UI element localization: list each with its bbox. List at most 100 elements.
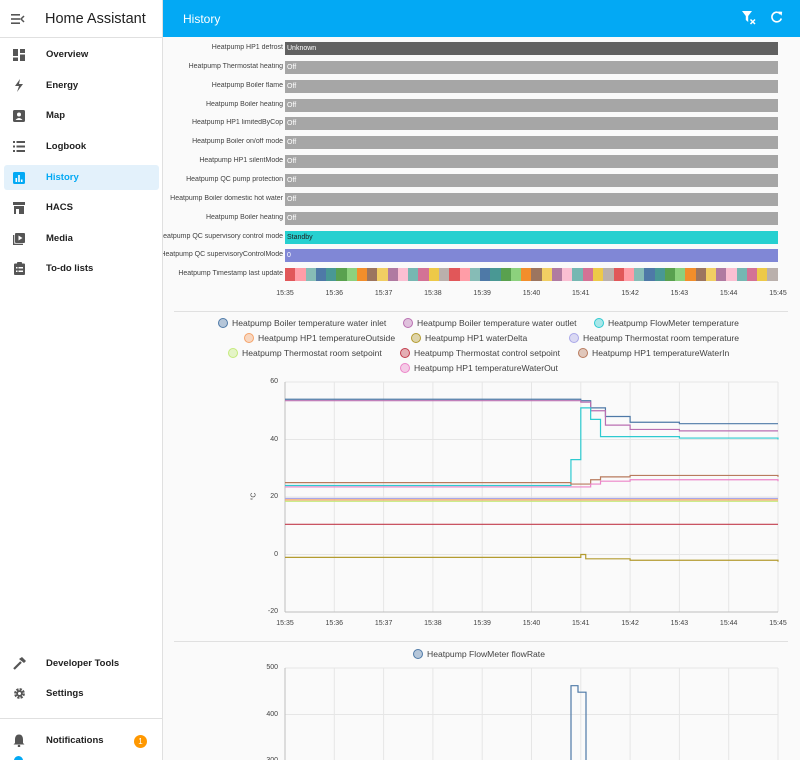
- timeline-state-bar[interactable]: Off: [285, 211, 778, 225]
- legend-label: Heatpump HP1 waterDelta: [425, 333, 528, 343]
- timeline-state-segment[interactable]: [346, 268, 357, 282]
- timeline-state-segment[interactable]: [541, 268, 552, 282]
- timeline-state-segment[interactable]: [305, 268, 316, 282]
- timeline-state-bar[interactable]: Off: [285, 136, 778, 150]
- timeline-state-segment[interactable]: [500, 268, 511, 282]
- legend-item[interactable]: Heatpump Thermostat room setpoint: [228, 348, 382, 358]
- timeline-state-bar[interactable]: Off: [285, 173, 778, 187]
- timeline-state-segment[interactable]: [490, 268, 501, 282]
- timeline-state-bar[interactable]: Off: [285, 98, 778, 112]
- sidebar-item-media[interactable]: Media: [4, 226, 159, 251]
- timeline-state-segment[interactable]: [716, 268, 727, 282]
- timeline-state-segment[interactable]: [356, 268, 368, 282]
- timeline-state-segment[interactable]: [695, 268, 706, 282]
- timeline-state-segment[interactable]: [757, 268, 768, 282]
- legend-item[interactable]: Heatpump Thermostat room temperature: [569, 333, 739, 343]
- sidebar-item-settings[interactable]: Settings: [4, 681, 159, 706]
- user-avatar[interactable]: [14, 756, 23, 760]
- timeline-state-segment[interactable]: [582, 268, 593, 282]
- timeline-row-label: Heatpump QC supervisoryControlMode: [163, 251, 283, 258]
- timeline-state-segment[interactable]: [326, 268, 337, 282]
- timeline-state-segment[interactable]: [623, 268, 635, 282]
- timeline-state-bar[interactable]: Off: [285, 192, 778, 206]
- timeline-state-bar[interactable]: Off: [285, 79, 778, 93]
- timeline-state-segment[interactable]: [428, 268, 439, 282]
- timeline-state-segment[interactable]: [675, 268, 686, 282]
- sidebar-item-energy[interactable]: Energy: [4, 73, 159, 98]
- plot-area: [285, 382, 778, 612]
- timeline-state-segment[interactable]: [562, 268, 573, 282]
- timeline-state-segment[interactable]: [592, 268, 604, 282]
- timeline-state-segment[interactable]: [685, 268, 696, 282]
- timeline-state-segment[interactable]: [449, 268, 460, 282]
- timeline-state-segment[interactable]: [603, 268, 614, 282]
- timeline-state-segment[interactable]: [613, 268, 624, 282]
- legend-item[interactable]: Heatpump Boiler temperature water inlet: [218, 318, 386, 328]
- timeline-state-segment[interactable]: [664, 268, 676, 282]
- timeline-state-segment[interactable]: [767, 268, 778, 282]
- sidebar-item-todo[interactable]: To-do lists: [4, 256, 159, 281]
- timeline-state-segment[interactable]: [397, 268, 409, 282]
- timeline-state-segment[interactable]: [726, 268, 737, 282]
- timeline-state-segment[interactable]: [367, 268, 378, 282]
- timeline-state-bar[interactable]: Off: [285, 155, 778, 169]
- sidebar-item-logbook[interactable]: Logbook: [4, 134, 159, 159]
- timeline-state-bar[interactable]: [285, 268, 778, 282]
- timeline-state-segment[interactable]: [387, 268, 398, 282]
- series-line[interactable]: [285, 407, 779, 487]
- menu-toggle-button[interactable]: [0, 13, 36, 25]
- legend-item[interactable]: Heatpump Thermostat control setpoint: [400, 348, 560, 358]
- legend-item[interactable]: Heatpump FlowMeter temperature: [594, 318, 739, 328]
- timeline-state-segment[interactable]: [377, 268, 388, 282]
- sidebar-item-notifications[interactable]: Notifications: [4, 728, 159, 753]
- legend-item[interactable]: Heatpump Boiler temperature water outlet: [403, 318, 577, 328]
- legend-item[interactable]: Heatpump HP1 temperatureWaterIn: [578, 348, 729, 358]
- refresh-button[interactable]: [770, 11, 783, 29]
- timeline-state-bar[interactable]: 0: [285, 249, 778, 263]
- sidebar-item-overview[interactable]: Overview: [4, 42, 159, 67]
- bell-icon: [13, 734, 25, 747]
- legend-item[interactable]: Heatpump FlowMeter flowRate: [413, 649, 545, 659]
- x-tick-label: 15:42: [621, 620, 639, 627]
- timeline-state-segment[interactable]: [644, 268, 655, 282]
- timeline-state-segment[interactable]: [572, 268, 583, 282]
- timeline-state-bar[interactable]: Off: [285, 60, 778, 74]
- timeline-state-segment[interactable]: [634, 268, 645, 282]
- series-line[interactable]: [285, 479, 779, 488]
- timeline-state-segment[interactable]: [285, 268, 296, 282]
- timeline-state-bar[interactable]: Standby: [285, 230, 778, 244]
- sidebar-item-hacs[interactable]: HACS: [4, 195, 159, 220]
- timeline-state-segment[interactable]: [418, 268, 429, 282]
- timeline-state-segment[interactable]: [521, 268, 532, 282]
- series-line[interactable]: [570, 685, 587, 760]
- timeline-state-segment[interactable]: [315, 268, 327, 282]
- series-line[interactable]: [285, 398, 778, 425]
- sidebar-item-developer-tools[interactable]: Developer Tools: [4, 651, 159, 676]
- sidebar-item-history[interactable]: History: [4, 165, 159, 190]
- legend-item[interactable]: Heatpump HP1 waterDelta: [411, 333, 527, 343]
- clear-filter-button[interactable]: [742, 11, 756, 30]
- series-line[interactable]: [285, 474, 779, 485]
- timeline-state-segment[interactable]: [746, 268, 758, 282]
- timeline-state-segment[interactable]: [654, 268, 665, 282]
- sidebar-item-map[interactable]: Map: [4, 103, 159, 128]
- timeline-state-segment[interactable]: [531, 268, 542, 282]
- timeline-state-segment[interactable]: [336, 268, 347, 282]
- timeline-state-segment[interactable]: [480, 268, 491, 282]
- timeline-state-segment[interactable]: [438, 268, 450, 282]
- timeline-state-segment[interactable]: [551, 268, 563, 282]
- timeline-state-segment[interactable]: [459, 268, 470, 282]
- legend-item[interactable]: Heatpump HP1 temperatureWaterOut: [400, 363, 558, 373]
- sidebar-item-label: To-do lists: [46, 263, 94, 274]
- timeline-state-segment[interactable]: [469, 268, 481, 282]
- timeline-state-bar[interactable]: Unknown: [285, 42, 778, 55]
- timeline-state-bar[interactable]: Off: [285, 117, 778, 131]
- timeline-state-segment[interactable]: [295, 268, 306, 282]
- timeline-state-segment[interactable]: [510, 268, 522, 282]
- timeline-state-segment[interactable]: [736, 268, 747, 282]
- legend-item[interactable]: Heatpump HP1 temperatureOutside: [244, 333, 395, 343]
- timeline-state-segment[interactable]: [705, 268, 717, 282]
- series-line[interactable]: [285, 553, 779, 562]
- series-line[interactable]: [285, 400, 778, 432]
- timeline-state-segment[interactable]: [408, 268, 419, 282]
